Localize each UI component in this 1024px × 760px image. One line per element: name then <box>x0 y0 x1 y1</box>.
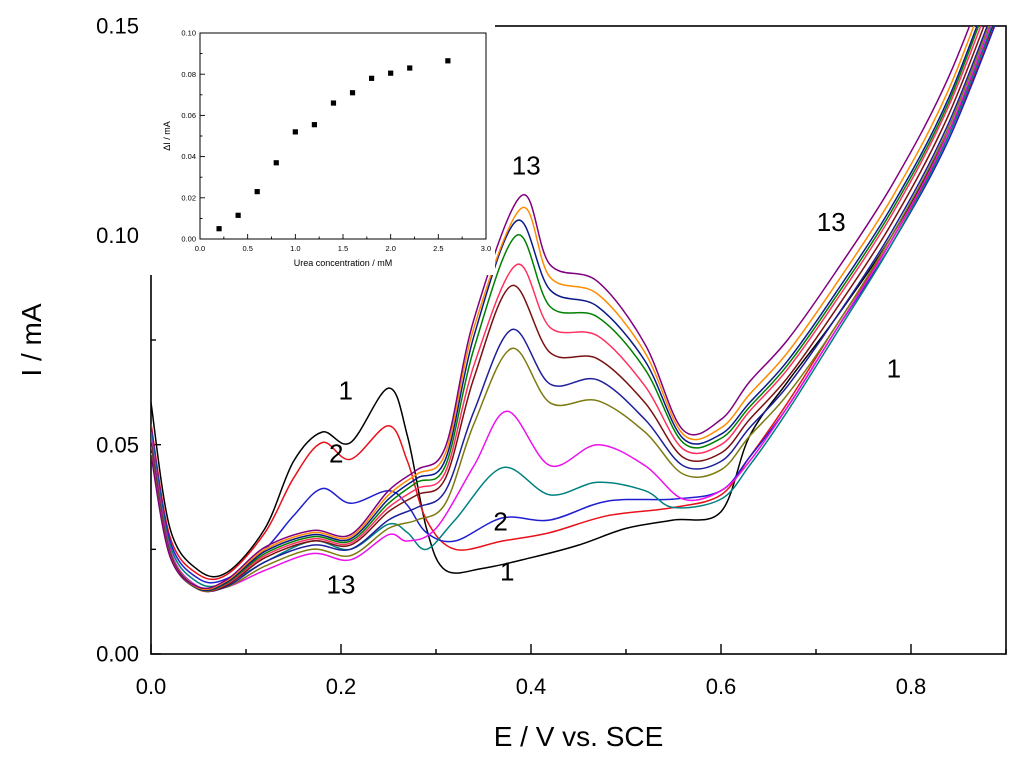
inset-point <box>254 189 260 195</box>
series-line-7 <box>151 26 988 593</box>
main-ylabel: I / mA <box>16 303 47 376</box>
inset-point <box>292 129 298 135</box>
main-ytick-label: 0.00 <box>96 642 139 667</box>
inset-point <box>273 160 279 166</box>
main-ytick-label: 0.10 <box>96 223 139 248</box>
inset-xtick-label: 1.5 <box>338 244 348 253</box>
inset-point <box>407 65 413 71</box>
inset-ytick-label: 0.06 <box>181 111 196 120</box>
inset-point <box>216 226 222 232</box>
main-xtick-label: 0.4 <box>516 674 547 699</box>
inset-point <box>235 212 241 218</box>
inset-point <box>349 90 356 96</box>
series-line-10 <box>151 26 980 592</box>
inset-ytick-label: 0.04 <box>181 152 196 161</box>
inset-xtick-label: 1.0 <box>290 244 300 253</box>
main-xtick-label: 0.8 <box>896 674 927 699</box>
curve-label-1: 1 <box>339 375 353 405</box>
main-xtick-label: 0.6 <box>706 674 737 699</box>
inset-ytick-label: 0.08 <box>181 70 196 79</box>
inset-ytick-label: 0.02 <box>181 193 196 202</box>
inset-xtick-label: 0.0 <box>195 244 205 253</box>
main-plot: 0.0 0.2 0.4 0.6 0.8 0.00 0.05 0.10 0.15 E / V vs.… <box>16 14 1007 752</box>
inset-xtick-label: 0.5 <box>242 244 252 253</box>
series-line-5 <box>151 26 992 592</box>
main-ytick-label: 0.15 <box>96 14 139 39</box>
series-line-12 <box>151 26 975 591</box>
series-line-6 <box>151 26 990 592</box>
inset-point <box>388 70 394 76</box>
inset-ylabel: ΔI / mA <box>162 121 172 151</box>
inset-xtick-label: 3.0 <box>481 244 491 253</box>
main-xlabel: E / V vs. SCE <box>494 721 664 752</box>
series-line-8 <box>151 26 985 593</box>
inset-ytick-label: 0.10 <box>181 29 196 38</box>
curve-label-4: 1 <box>500 557 514 587</box>
series-line-9 <box>151 26 982 593</box>
main-xtick-label: 0.0 <box>136 674 167 699</box>
curve-label-7: 13 <box>817 207 846 237</box>
inset-xtick-label: 2.0 <box>385 244 395 253</box>
inset-point <box>311 122 317 128</box>
curve-label-6: 13 <box>512 151 541 181</box>
curve-label-8: 1 <box>887 354 901 384</box>
main-ytick-label: 0.05 <box>96 432 139 457</box>
inset-xlabel: Urea concentration / mM <box>294 258 393 268</box>
inset-ytick-label: 0.00 <box>181 235 196 244</box>
curve-label-3: 13 <box>327 569 356 599</box>
inset-plot: 0.0 0.5 1.0 1.5 2.0 2.5 3.0 0.00 0.02 0.04 0.06 0.0… <box>150 20 495 275</box>
main-xtick-label: 0.2 <box>326 674 357 699</box>
inset-xtick-label: 2.5 <box>433 244 443 253</box>
curve-label-2: 2 <box>329 438 343 468</box>
main-curves <box>151 26 996 593</box>
curve-label-5: 2 <box>493 506 507 536</box>
inset-background <box>150 20 495 275</box>
series-line-13 <box>151 26 971 590</box>
series-line-11 <box>151 26 978 592</box>
inset-point <box>369 75 375 81</box>
inset-point <box>330 100 337 106</box>
inset-point <box>445 58 451 64</box>
